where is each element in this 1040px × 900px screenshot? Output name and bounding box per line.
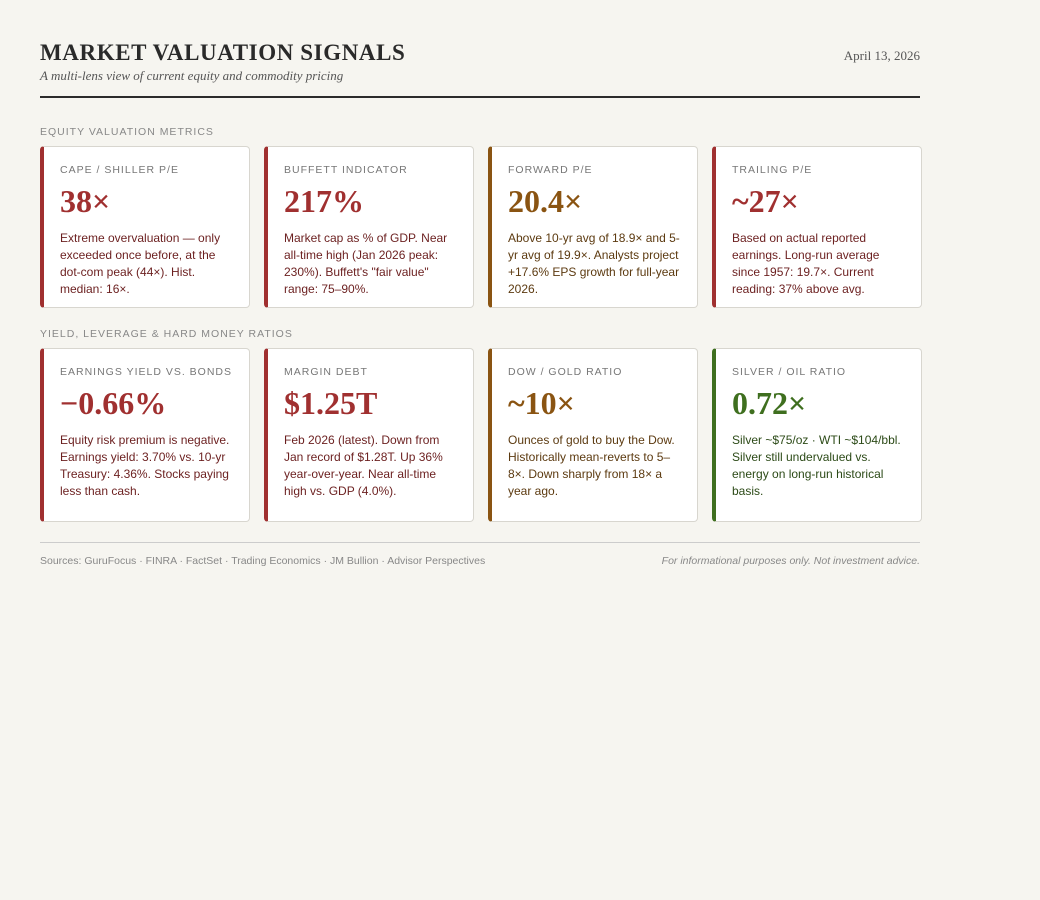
metric-value: ~27×	[732, 183, 799, 219]
report-date: April 13, 2026	[843, 48, 920, 63]
metric-label: FORWARD P/E	[508, 164, 593, 176]
metric-label: DOW / GOLD RATIO	[508, 366, 623, 378]
metric-description: Market cap as % of GDP. Near all-time hi…	[284, 231, 448, 296]
metric-label: BUFFETT INDICATOR	[284, 164, 408, 176]
metric-card-silver-oil: SILVER / OIL RATIO 0.72× Silver ~$75/oz …	[712, 348, 922, 522]
metric-card-forward-pe: FORWARD P/E 20.4× Above 10-yr avg of 18.…	[488, 146, 698, 308]
metric-description: Above 10-yr avg of 18.9× and 5-yr avg of…	[508, 231, 680, 296]
metric-value: ~10×	[508, 385, 575, 421]
metric-label: EARNINGS YIELD VS. BONDS	[60, 366, 233, 378]
metric-card-trailing-pe: TRAILING P/E ~27× Based on actual report…	[712, 146, 922, 308]
metric-label: SILVER / OIL RATIO	[732, 366, 847, 378]
metric-card-dow-gold: DOW / GOLD RATIO ~10× Ounces of gold to …	[488, 348, 698, 522]
metric-value: 0.72×	[732, 385, 807, 421]
yield-ratios-grid: EARNINGS YIELD VS. BONDS −0.66% Equity r…	[40, 348, 922, 522]
page-subtitle: A multi-lens view of current equity and …	[40, 68, 344, 83]
section-label-equity: EQUITY VALUATION METRICS	[40, 126, 214, 138]
metric-value: 20.4×	[508, 183, 583, 219]
metric-label: MARGIN DEBT	[284, 366, 368, 378]
sources-text: Sources: GuruFocus · FINRA · FactSet · T…	[40, 555, 486, 567]
metric-value: 217%	[284, 183, 364, 219]
metric-description: Extreme overvaluation — only exceeded on…	[60, 231, 221, 296]
title-block: MARKET VALUATION SIGNALS A multi-lens vi…	[40, 40, 405, 84]
metric-card-margin-debt: MARGIN DEBT $1.25T Feb 2026 (latest). Do…	[264, 348, 474, 522]
metric-card-earnings-yield: EARNINGS YIELD VS. BONDS −0.66% Equity r…	[40, 348, 250, 522]
metric-value: 38×	[60, 183, 111, 219]
metric-description: Feb 2026 (latest). Down from Jan record …	[284, 433, 443, 498]
page-footer: Sources: GuruFocus · FINRA · FactSet · T…	[40, 542, 920, 567]
dashboard: MARKET VALUATION SIGNALS A multi-lens vi…	[40, 40, 922, 567]
metric-label: TRAILING P/E	[732, 164, 813, 176]
section-label-yield: YIELD, LEVERAGE & HARD MONEY RATIOS	[40, 328, 293, 340]
disclaimer-text: For informational purposes only. Not inv…	[661, 555, 920, 567]
metric-description: Ounces of gold to buy the Dow. Historica…	[508, 433, 675, 498]
metric-label: CAPE / SHILLER P/E	[60, 164, 179, 176]
page-header: MARKET VALUATION SIGNALS A multi-lens vi…	[40, 40, 920, 98]
metric-card-buffett-indicator: BUFFETT INDICATOR 217% Market cap as % o…	[264, 146, 474, 308]
equity-metrics-grid: CAPE / SHILLER P/E 38× Extreme overvalua…	[40, 146, 922, 308]
page-title: MARKET VALUATION SIGNALS	[40, 40, 406, 65]
metric-description: Equity risk premium is negative. Earning…	[60, 433, 230, 498]
metric-description: Silver ~$75/oz · WTI ~$104/bbl. Silver s…	[732, 433, 901, 498]
metric-description: Based on actual reported earnings. Long-…	[732, 231, 880, 296]
metric-value: $1.25T	[284, 385, 378, 421]
metric-value: −0.66%	[60, 385, 167, 421]
metric-card-cape: CAPE / SHILLER P/E 38× Extreme overvalua…	[40, 146, 250, 308]
